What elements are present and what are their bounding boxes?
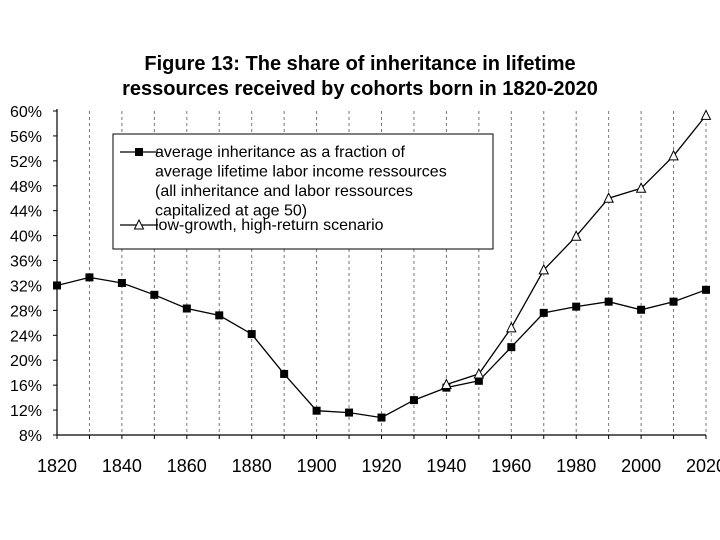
- x-tick-label: 1880: [232, 456, 272, 476]
- chart-title-line-2: ressources received by cohorts born in 1…: [122, 78, 598, 100]
- data-point-square: [150, 290, 159, 299]
- y-tick-label: 44%: [10, 204, 42, 221]
- legend: average inheritance as a fraction of aver…: [112, 133, 494, 250]
- y-tick-label: 32%: [10, 278, 42, 295]
- y-tick-label: 40%: [10, 229, 42, 246]
- data-point-triangle: [603, 192, 614, 203]
- chart-title: Figure 13: The share of inheritance in l…: [0, 52, 720, 102]
- x-tick-label: 1980: [556, 456, 596, 476]
- data-point-square: [539, 308, 548, 317]
- data-point-square: [702, 285, 710, 294]
- data-point-square: [215, 311, 224, 320]
- data-point-triangle: [570, 230, 582, 241]
- data-point-square: [345, 408, 354, 417]
- y-tick-label: 24%: [10, 328, 42, 345]
- y-tick-label: 8%: [19, 428, 42, 445]
- data-point-square: [474, 376, 483, 385]
- x-tick-label: 1960: [491, 456, 531, 476]
- data-point-triangle: [700, 109, 712, 120]
- data-point-square: [637, 305, 646, 314]
- data-point-square: [409, 396, 418, 405]
- data-point-square: [312, 406, 321, 415]
- data-point-triangle: [668, 149, 679, 161]
- data-point-triangle: [505, 321, 517, 333]
- data-point-square: [117, 278, 126, 287]
- legend-marker-square: [135, 148, 143, 156]
- data-point-square: [280, 369, 289, 378]
- legend-label-1: (all inheritance and labor ressources: [155, 183, 413, 200]
- x-tick-label: 2020: [686, 456, 720, 476]
- legend-label-1: average lifetime labor income ressources: [155, 164, 447, 181]
- chart-title-line-1: Figure 13: The share of inheritance in l…: [144, 53, 576, 75]
- data-point-square: [377, 413, 386, 422]
- data-point-triangle: [441, 378, 452, 390]
- y-tick-label: 16%: [10, 378, 42, 395]
- data-point-square: [669, 297, 678, 306]
- data-point-square: [604, 297, 613, 306]
- data-point-square: [247, 330, 256, 339]
- data-point-square: [85, 273, 94, 282]
- x-tick-label: 1860: [167, 456, 207, 476]
- y-tick-label: 60%: [10, 104, 42, 121]
- legend-label-1: capitalized at age 50): [155, 203, 307, 220]
- data-point-triangle: [635, 182, 647, 193]
- legend-label-2: low-growth, high-return scenario: [155, 217, 384, 234]
- x-tick-label: 1940: [426, 456, 466, 476]
- x-tick-label: 1920: [361, 456, 401, 476]
- data-point-square: [572, 302, 581, 311]
- y-tick-label: 36%: [10, 254, 42, 271]
- y-tick-label: 20%: [10, 353, 42, 370]
- x-tick-label: 1900: [297, 456, 337, 476]
- data-point-triangle: [473, 367, 485, 379]
- y-tick-label: 48%: [10, 179, 42, 196]
- y-tick-label: 28%: [10, 303, 42, 320]
- legend-box: [112, 133, 494, 250]
- data-point-triangle: [538, 263, 550, 275]
- data-point-square: [182, 304, 191, 313]
- y-tick-label: 56%: [10, 129, 42, 146]
- data-point-square: [507, 343, 516, 352]
- y-tick-label: 12%: [10, 403, 42, 420]
- x-tick-label: 1840: [102, 456, 142, 476]
- x-tick-label: 1820: [37, 456, 77, 476]
- legend-label-1: average inheritance as a fraction of: [155, 144, 405, 161]
- legend-marker-triangle: [133, 218, 145, 230]
- data-point-square: [53, 281, 61, 290]
- y-tick-label: 52%: [10, 154, 42, 171]
- x-tick-label: 2000: [621, 456, 661, 476]
